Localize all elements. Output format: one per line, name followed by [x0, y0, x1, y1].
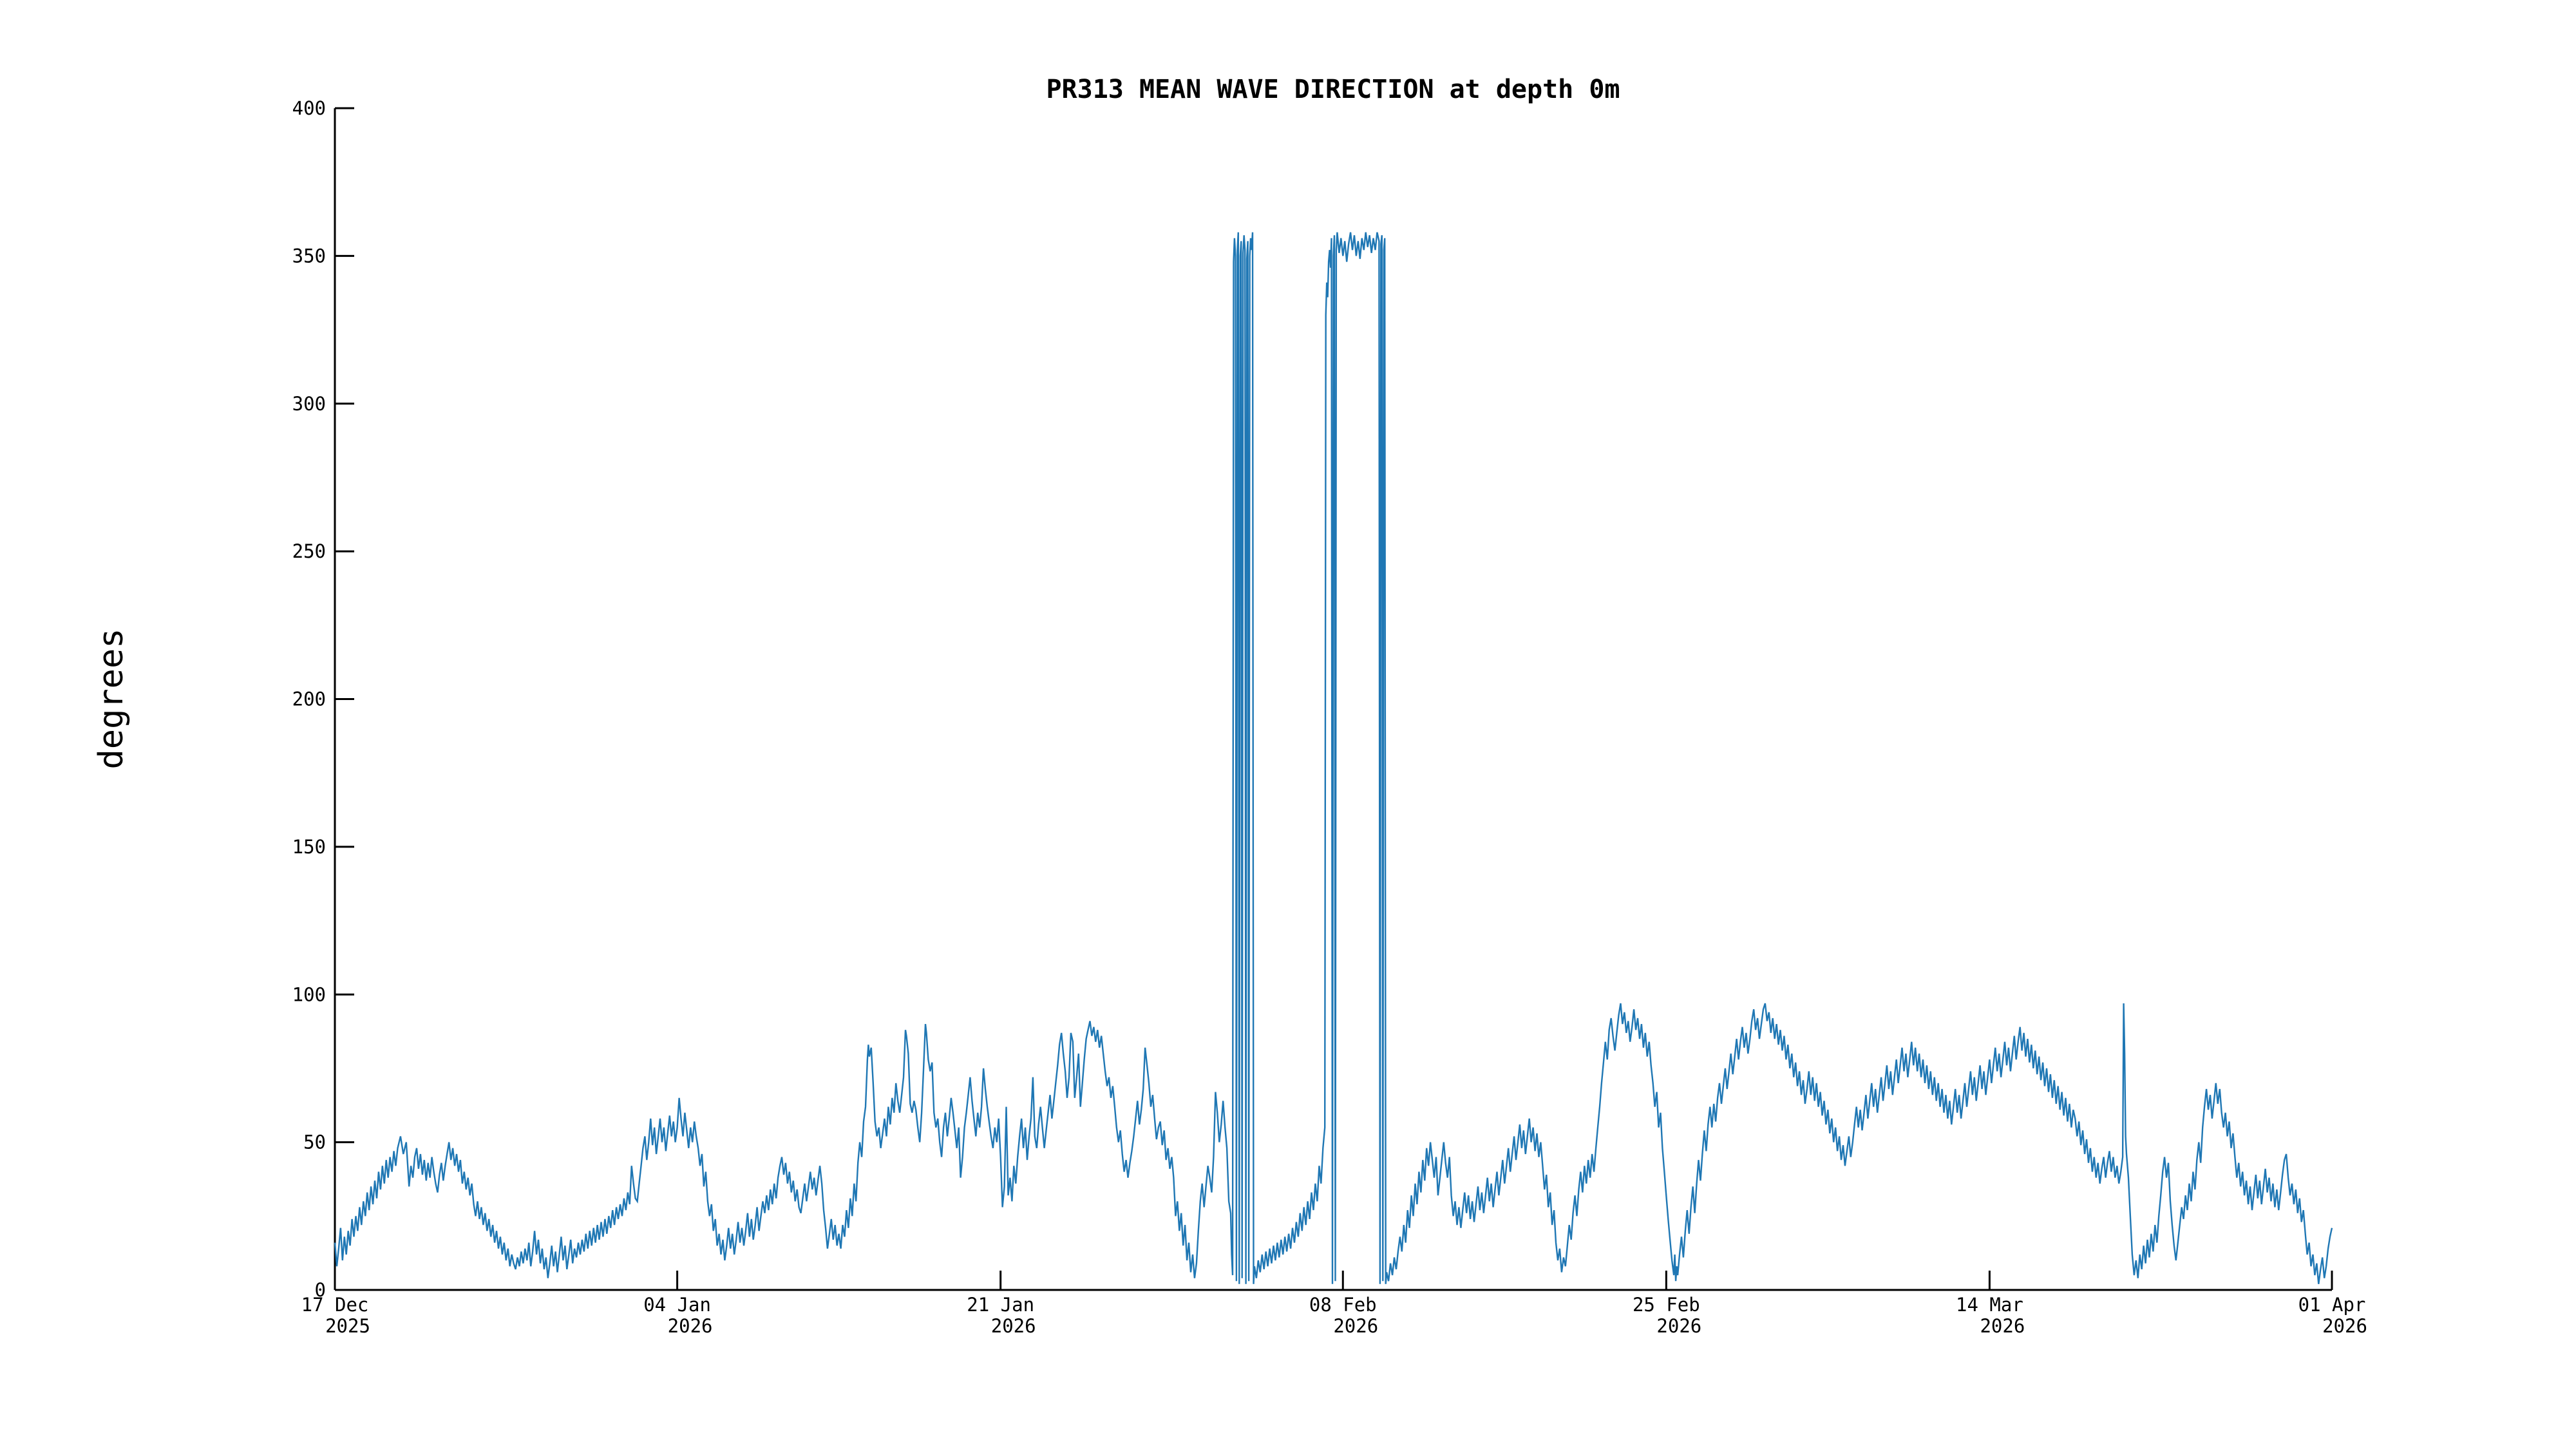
- y-tick-label: 150: [292, 836, 326, 858]
- y-tick-label: 0: [315, 1279, 326, 1301]
- x-tick-label-date: 04 Jan: [643, 1294, 711, 1316]
- x-tick-label-year: 2026: [1980, 1315, 2025, 1337]
- x-tick-label-year: 2026: [1656, 1315, 1701, 1337]
- y-tick-label: 250: [292, 540, 326, 562]
- data-line: [334, 232, 2333, 1284]
- x-tick-label-year: 2025: [325, 1315, 370, 1337]
- x-tick-label-date: 17 Dec: [301, 1294, 369, 1316]
- y-tick-label: 200: [292, 688, 326, 710]
- y-axis-label: degrees: [92, 628, 131, 769]
- chart-title: PR313 MEAN WAVE DIRECTION at depth 0m: [1046, 75, 1620, 104]
- y-tick-label: 50: [303, 1132, 326, 1153]
- x-tick-label-year: 2026: [991, 1315, 1036, 1337]
- x-tick-label-year: 2026: [1333, 1315, 1378, 1337]
- x-tick-label-date: 21 Jan: [967, 1294, 1034, 1316]
- x-tick-label-year: 2026: [668, 1315, 713, 1337]
- y-axis-ticks: 0 50 100 150 200 250 300 350 400: [292, 97, 354, 1301]
- y-tick-label: 350: [292, 245, 326, 267]
- x-tick-label-date: 14 Mar: [1956, 1294, 2023, 1316]
- y-tick-label: 300: [292, 393, 326, 415]
- x-tick-label-date: 25 Feb: [1633, 1294, 1700, 1316]
- x-tick-label-year: 2026: [2322, 1315, 2367, 1337]
- y-tick-label: 400: [292, 97, 326, 119]
- x-tick-label-date: 01 Apr: [2298, 1294, 2366, 1316]
- x-tick-label-date: 08 Feb: [1309, 1294, 1377, 1316]
- y-tick-label: 100: [292, 983, 326, 1005]
